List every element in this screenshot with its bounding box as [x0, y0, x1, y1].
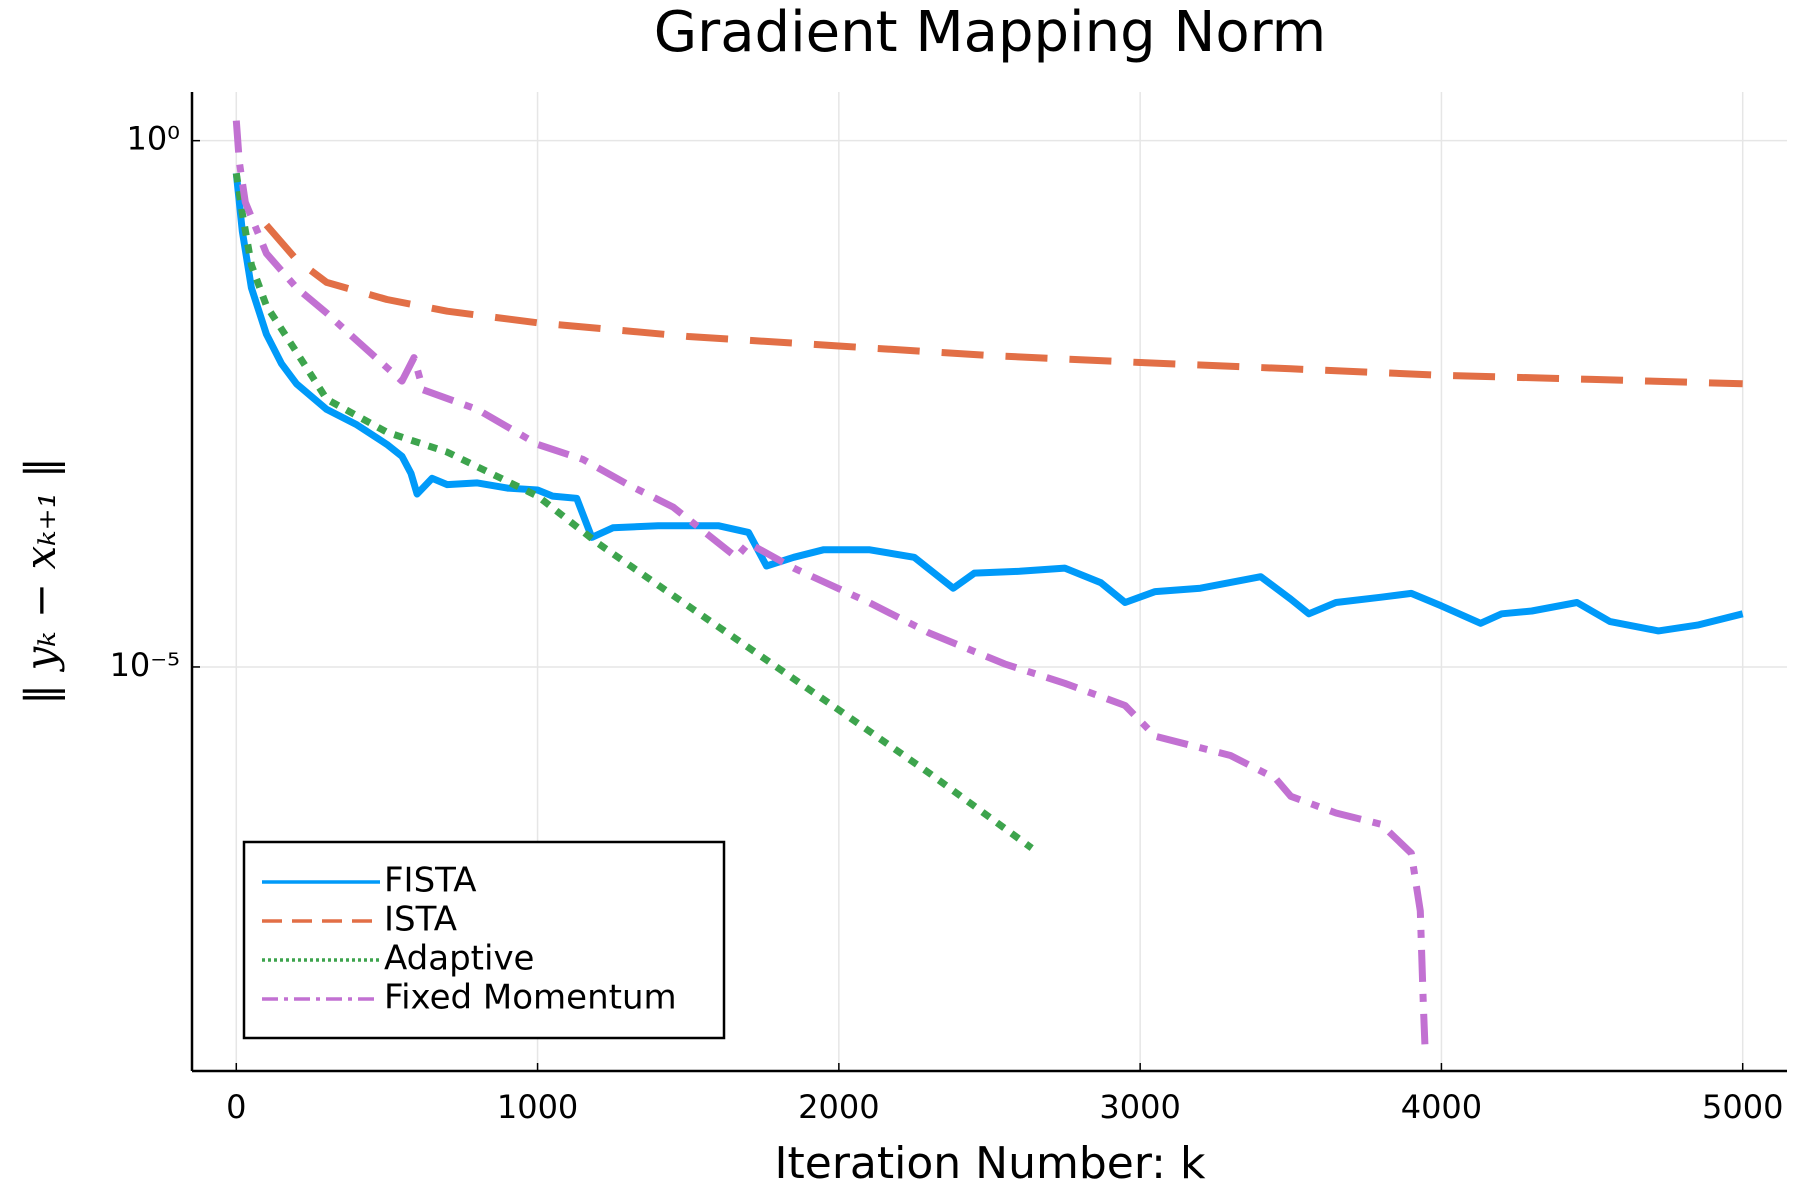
series-line: [232, 120, 1429, 1045]
series-line: [263, 222, 1743, 388]
series-line: [232, 172, 1034, 851]
y-axis-label: ‖ yₖ − xₖ₊₁ ‖: [16, 457, 65, 705]
y-tick-label: 10⁻⁵: [110, 646, 180, 684]
y-tick-label: 10⁰: [126, 120, 180, 158]
x-tick-label: 1000: [497, 1088, 578, 1126]
legend-label: ISTA: [384, 900, 457, 940]
x-axis-label: Iteration Number: k: [775, 1138, 1206, 1189]
x-tick-label: 4000: [1401, 1088, 1482, 1126]
chart-title: Gradient Mapping Norm: [654, 0, 1326, 65]
legend-label: FISTA: [384, 861, 477, 901]
legend-label: Adaptive: [384, 939, 534, 979]
legend-box: [242, 840, 726, 1040]
legend-label: Fixed Momentum: [384, 978, 677, 1018]
series-line: [232, 172, 1744, 635]
x-tick-label: 0: [226, 1088, 246, 1126]
x-tick-label: 2000: [798, 1088, 879, 1126]
x-tick-label: 5000: [1702, 1088, 1783, 1126]
x-tick-label: 3000: [1099, 1088, 1180, 1126]
